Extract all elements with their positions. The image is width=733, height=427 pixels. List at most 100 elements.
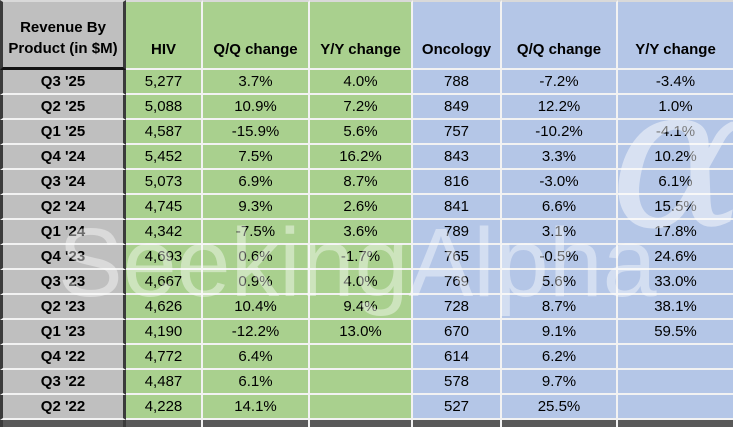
hiv-revenue: 5,452 xyxy=(126,145,203,170)
oncology-yy-change xyxy=(618,370,733,395)
col-header-hiv: HIV xyxy=(126,0,203,70)
hiv-revenue: 4,228 xyxy=(126,395,203,420)
oncology-qq-change: -7.2% xyxy=(502,70,618,95)
bottom-crop-strip-cell xyxy=(310,420,413,427)
table-title-line1: Revenue By xyxy=(20,18,106,36)
hiv-yy-change: 8.7% xyxy=(310,170,413,195)
hiv-revenue: 4,693 xyxy=(126,245,203,270)
oncology-revenue: 670 xyxy=(413,320,502,345)
oncology-revenue: 843 xyxy=(413,145,502,170)
table-row: Q2 '25 5,088 10.9% 7.2% 849 12.2% 1.0% xyxy=(0,95,733,120)
hiv-qq-change: 7.5% xyxy=(203,145,310,170)
hiv-qq-change: -7.5% xyxy=(203,220,310,245)
col-header-hiv-yy-change: Y/Y change xyxy=(310,0,413,70)
hiv-revenue: 4,745 xyxy=(126,195,203,220)
col-header-oncology: Oncology xyxy=(413,0,502,70)
oncology-qq-change: 3.3% xyxy=(502,145,618,170)
oncology-yy-change xyxy=(618,395,733,420)
quarter-label: Q1 '23 xyxy=(0,320,126,345)
bottom-crop-strip-cell xyxy=(502,420,618,427)
hiv-yy-change: 16.2% xyxy=(310,145,413,170)
oncology-revenue: 849 xyxy=(413,95,502,120)
oncology-revenue: 816 xyxy=(413,170,502,195)
col-header-oncology-qq-change: Q/Q change xyxy=(502,0,618,70)
oncology-yy-change: -3.4% xyxy=(618,70,733,95)
hiv-qq-change: 10.4% xyxy=(203,295,310,320)
hiv-revenue: 4,487 xyxy=(126,370,203,395)
table-row: Q4 '22 4,772 6.4% 614 6.2% xyxy=(0,345,733,370)
oncology-qq-change: 6.2% xyxy=(502,345,618,370)
table-row: Q4 '24 5,452 7.5% 16.2% 843 3.3% 10.2% xyxy=(0,145,733,170)
hiv-revenue: 5,088 xyxy=(126,95,203,120)
hiv-qq-change: 14.1% xyxy=(203,395,310,420)
oncology-yy-change: -4.1% xyxy=(618,120,733,145)
hiv-revenue: 5,277 xyxy=(126,70,203,95)
table-row: Q2 '22 4,228 14.1% 527 25.5% xyxy=(0,395,733,420)
hiv-qq-change: 0.9% xyxy=(203,270,310,295)
hiv-yy-change: 4.0% xyxy=(310,70,413,95)
bottom-crop-strip-cell xyxy=(618,420,733,427)
table-row: Q4 '23 4,693 0.6% -1.7% 765 -0.5% 24.6% xyxy=(0,245,733,270)
table-row: Q3 '22 4,487 6.1% 578 9.7% xyxy=(0,370,733,395)
oncology-revenue: 757 xyxy=(413,120,502,145)
quarter-label: Q2 '24 xyxy=(0,195,126,220)
quarter-label: Q2 '23 xyxy=(0,295,126,320)
table-header: Revenue By Product (in $M) HIV Q/Q chang… xyxy=(0,0,733,70)
oncology-qq-change: -3.0% xyxy=(502,170,618,195)
oncology-qq-change: 3.1% xyxy=(502,220,618,245)
hiv-qq-change: 6.9% xyxy=(203,170,310,195)
oncology-revenue: 728 xyxy=(413,295,502,320)
hiv-yy-change: 5.6% xyxy=(310,120,413,145)
bottom-crop-strip-cell xyxy=(413,420,502,427)
hiv-qq-change: 6.4% xyxy=(203,345,310,370)
hiv-yy-change: -1.7% xyxy=(310,245,413,270)
hiv-revenue: 4,342 xyxy=(126,220,203,245)
hiv-yy-change xyxy=(310,345,413,370)
hiv-yy-change xyxy=(310,370,413,395)
oncology-revenue: 578 xyxy=(413,370,502,395)
oncology-yy-change: 15.5% xyxy=(618,195,733,220)
oncology-qq-change: 5.6% xyxy=(502,270,618,295)
oncology-revenue: 841 xyxy=(413,195,502,220)
table-row: Q3 '23 4,667 0.9% 4.0% 769 5.6% 33.0% xyxy=(0,270,733,295)
quarter-label: Q4 '24 xyxy=(0,145,126,170)
oncology-revenue: 769 xyxy=(413,270,502,295)
oncology-qq-change: -0.5% xyxy=(502,245,618,270)
oncology-qq-change: 8.7% xyxy=(502,295,618,320)
oncology-yy-change: 24.6% xyxy=(618,245,733,270)
hiv-qq-change: 6.1% xyxy=(203,370,310,395)
bottom-crop-strip-cell xyxy=(126,420,203,427)
hiv-yy-change: 4.0% xyxy=(310,270,413,295)
table-row: Q1 '24 4,342 -7.5% 3.6% 789 3.1% 17.8% xyxy=(0,220,733,245)
hiv-revenue: 4,190 xyxy=(126,320,203,345)
table-row: Q2 '23 4,626 10.4% 9.4% 728 8.7% 38.1% xyxy=(0,295,733,320)
hiv-revenue: 4,587 xyxy=(126,120,203,145)
quarter-label: Q3 '22 xyxy=(0,370,126,395)
oncology-yy-change: 59.5% xyxy=(618,320,733,345)
bottom-crop-strip xyxy=(0,420,733,427)
table-row: Q3 '24 5,073 6.9% 8.7% 816 -3.0% 6.1% xyxy=(0,170,733,195)
table-title-line2: Product (in $M) xyxy=(8,40,118,58)
oncology-qq-change: 6.6% xyxy=(502,195,618,220)
table-row: Q1 '23 4,190 -12.2% 13.0% 670 9.1% 59.5% xyxy=(0,320,733,345)
quarter-label: Q4 '23 xyxy=(0,245,126,270)
table-row: Q1 '25 4,587 -15.9% 5.6% 757 -10.2% -4.1% xyxy=(0,120,733,145)
hiv-yy-change: 9.4% xyxy=(310,295,413,320)
bottom-crop-strip-cell xyxy=(203,420,310,427)
oncology-yy-change: 6.1% xyxy=(618,170,733,195)
quarter-label: Q2 '22 xyxy=(0,395,126,420)
oncology-qq-change: 9.7% xyxy=(502,370,618,395)
oncology-yy-change: 38.1% xyxy=(618,295,733,320)
table-row: Q3 '25 5,277 3.7% 4.0% 788 -7.2% -3.4% xyxy=(0,70,733,95)
hiv-qq-change: 3.7% xyxy=(203,70,310,95)
hiv-qq-change: 10.9% xyxy=(203,95,310,120)
oncology-yy-change: 10.2% xyxy=(618,145,733,170)
table-body: Q3 '25 5,277 3.7% 4.0% 788 -7.2% -3.4% Q2 '25 5,… xyxy=(0,70,733,420)
oncology-revenue: 765 xyxy=(413,245,502,270)
quarter-label: Q3 '25 xyxy=(0,70,126,95)
hiv-yy-change: 7.2% xyxy=(310,95,413,120)
hiv-revenue: 4,667 xyxy=(126,270,203,295)
quarter-label: Q1 '25 xyxy=(0,120,126,145)
table-title: Revenue By Product (in $M) xyxy=(0,0,126,70)
